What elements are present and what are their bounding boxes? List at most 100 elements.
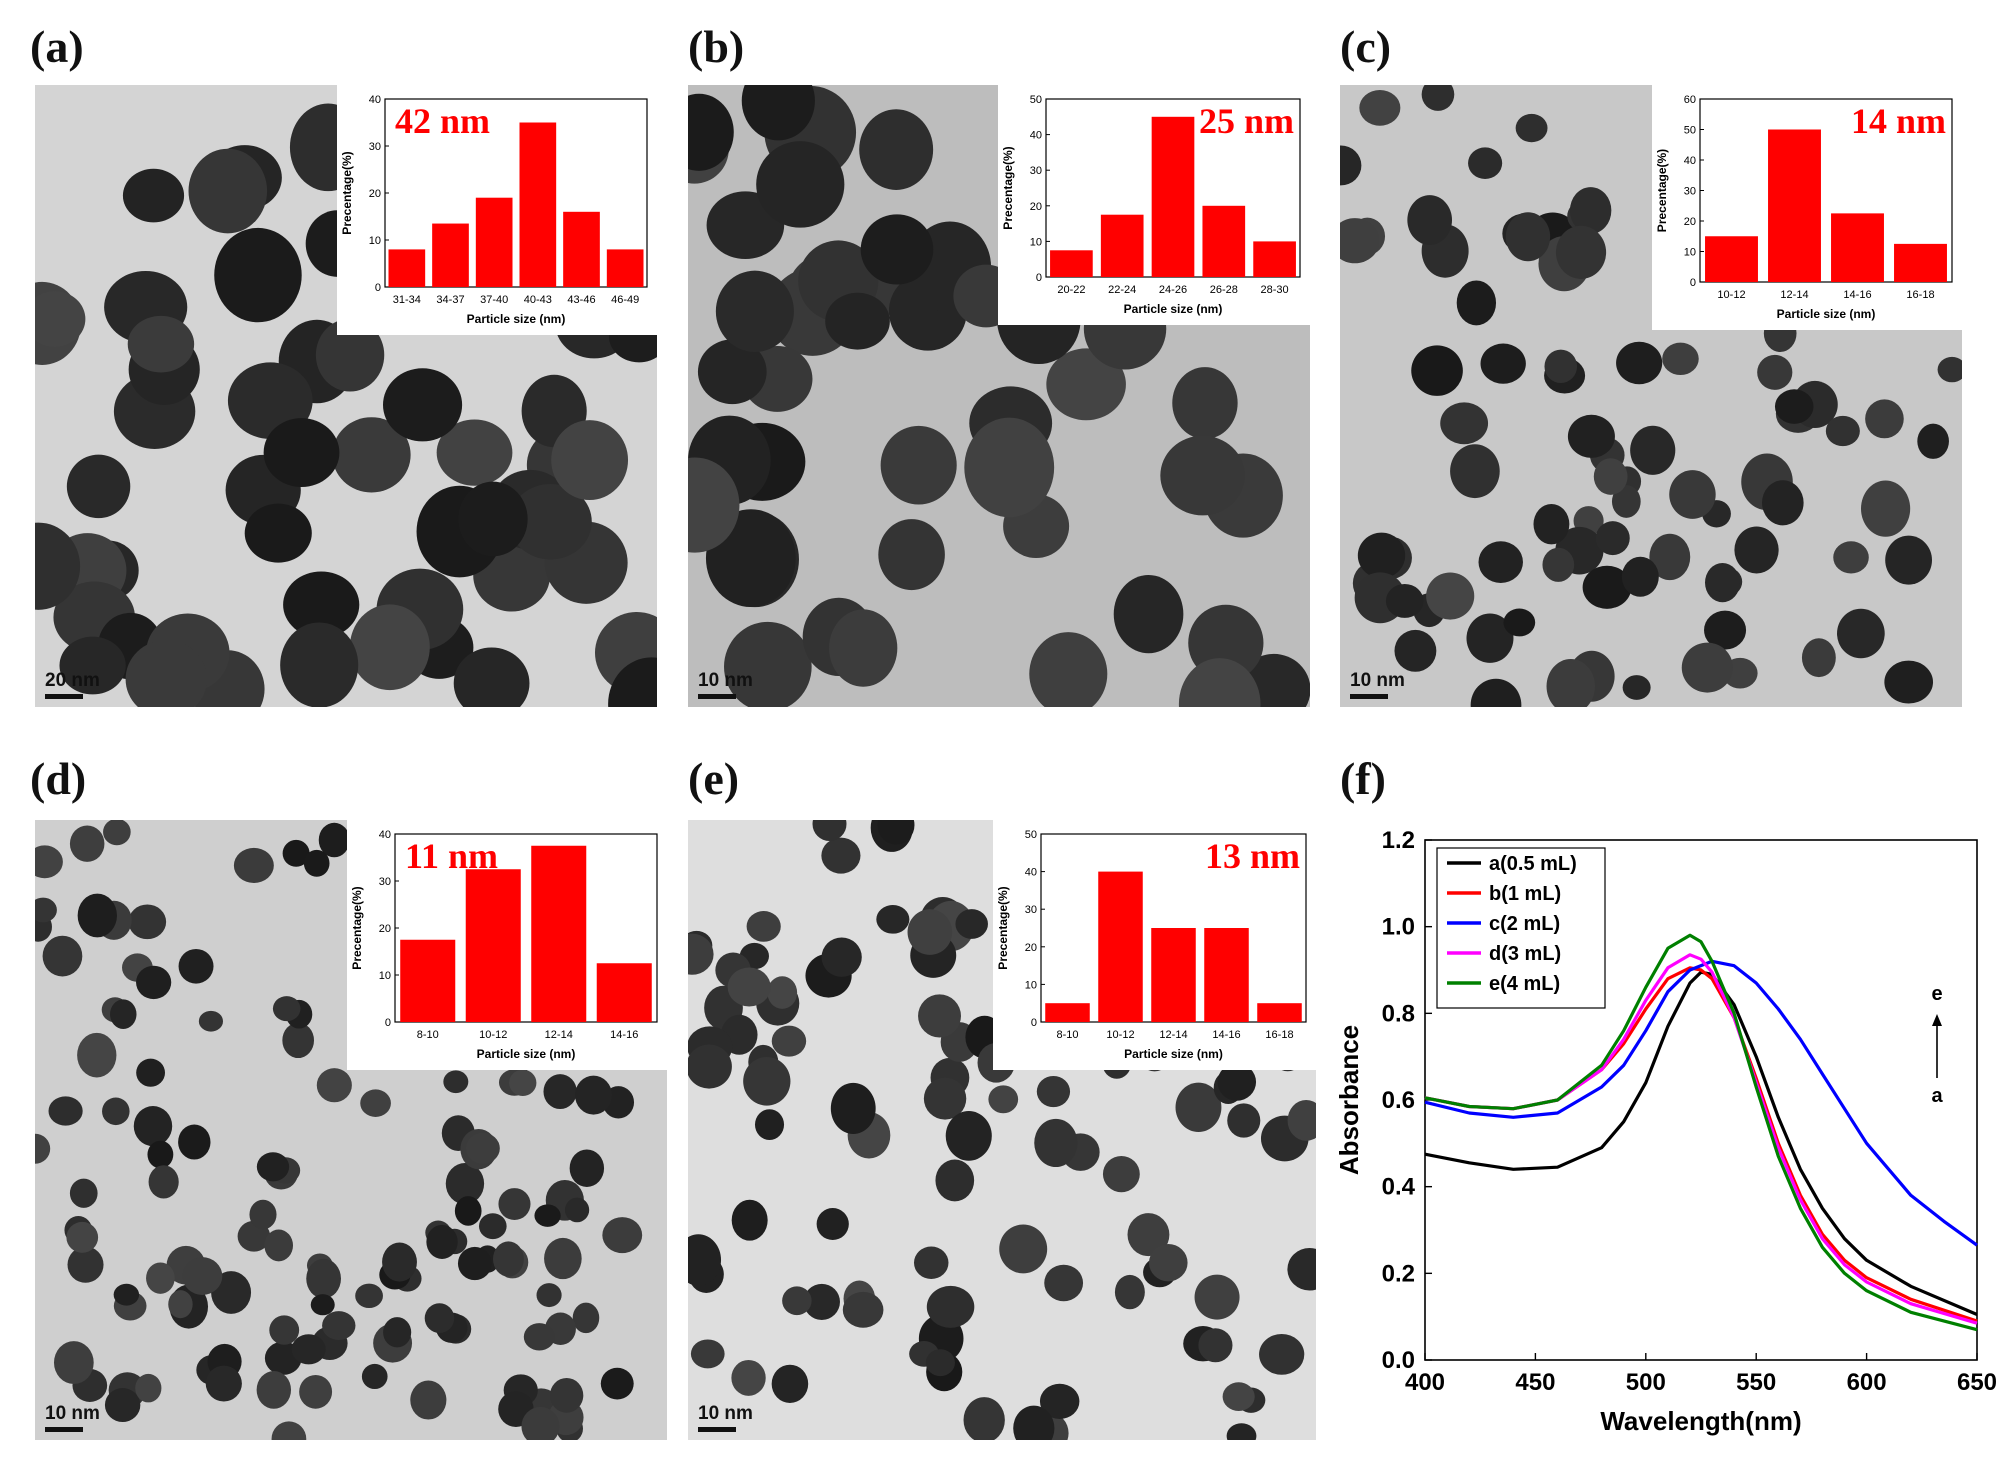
nanoparticle <box>1044 1264 1084 1302</box>
y-tick-label: 10 <box>1025 979 1037 991</box>
nanoparticle <box>102 1097 130 1126</box>
y-tick-label: 20 <box>1684 216 1696 228</box>
nanoparticle <box>999 1224 1048 1274</box>
panel-label-f: (f) <box>1340 753 1386 804</box>
x-tick-label: 31-34 <box>393 294 421 306</box>
legend-entry: d(3 mL) <box>1489 943 1561 965</box>
nanoparticle <box>35 291 86 347</box>
nanoparticle <box>754 1109 785 1140</box>
y-tick-label: 30 <box>369 141 381 153</box>
nanoparticle <box>35 845 63 879</box>
x-tick-label: 12-14 <box>1780 289 1808 301</box>
nanoparticle <box>1478 541 1523 583</box>
nanoparticle <box>1194 1274 1240 1320</box>
nanoparticle <box>382 1242 417 1282</box>
histogram-inset-a: 0 10 20 30 40 31-34 34-37 37-40 40-43 43-46 46-49 P… <box>337 85 657 335</box>
nanoparticle <box>1825 415 1860 447</box>
nanoparticle <box>1593 458 1628 495</box>
nanoparticle <box>1885 535 1933 585</box>
nanoparticle <box>457 1246 492 1281</box>
nanoparticle <box>1036 1075 1071 1108</box>
scale-bar-label: 20 nm <box>45 670 100 691</box>
histogram-bar <box>563 211 600 287</box>
nanoparticle <box>1468 147 1503 179</box>
nanoparticle <box>214 227 302 323</box>
nanoparticle <box>523 1323 555 1351</box>
nanoparticle <box>935 1159 975 1202</box>
scale-bar-label: 10 nm <box>698 1403 753 1424</box>
nanoparticle <box>1884 660 1934 704</box>
x-axis-label: Particle size (nm) <box>1124 1047 1223 1061</box>
nanoparticle <box>1569 187 1612 234</box>
nanoparticle <box>67 1246 104 1283</box>
histogram-bar <box>1151 928 1196 1022</box>
y-axis-label: Precentage(%) <box>350 886 364 969</box>
nanoparticle <box>168 1290 193 1319</box>
scale-bar: 10 nm <box>698 1403 753 1432</box>
y-tick-label: 30 <box>1684 186 1696 198</box>
y-axis-label: Precentage(%) <box>1655 149 1669 232</box>
nanoparticle <box>988 1085 1019 1114</box>
histogram-bar <box>606 249 644 287</box>
nanoparticle <box>299 1374 333 1409</box>
nanoparticle <box>178 1124 211 1160</box>
nanoparticle <box>1421 85 1455 111</box>
y-tick-label: 30 <box>1025 904 1037 916</box>
nanoparticle <box>1757 354 1793 390</box>
nanoparticle <box>1837 608 1885 659</box>
nanoparticle <box>688 933 714 975</box>
y-tick-label: 40 <box>1684 155 1696 167</box>
nanoparticle <box>955 909 988 939</box>
nanoparticle <box>1630 425 1676 475</box>
scale-bar-line <box>1350 694 1388 699</box>
y-tick-label: 1.0 <box>1382 914 1415 941</box>
nanoparticle <box>771 1025 807 1057</box>
x-tick-label: 10-12 <box>1106 1029 1134 1041</box>
nanoparticle <box>1649 533 1691 581</box>
nanoparticle <box>205 1365 242 1402</box>
nanoparticle <box>493 1241 524 1277</box>
nanoparticle <box>724 621 812 707</box>
nanoparticle <box>59 636 126 695</box>
histogram-bar <box>1894 243 1947 282</box>
nanoparticle <box>821 937 862 977</box>
nanoparticle <box>602 1217 643 1254</box>
nanoparticle <box>1456 280 1497 326</box>
nanoparticle <box>1801 638 1836 678</box>
y-tick-label: 40 <box>379 829 391 841</box>
y-tick-label: 1.2 <box>1382 827 1415 854</box>
nanoparticle <box>1621 556 1659 597</box>
histogram-bar <box>400 939 456 1022</box>
tem-image-c: 10 nm 0 10 20 30 40 50 60 10-12 12-14 14-16 16-18 P… <box>1340 85 1962 707</box>
x-tick-label: 28-30 <box>1261 284 1289 296</box>
histogram-bar <box>1253 241 1296 277</box>
nanoparticle <box>178 948 214 984</box>
histogram-bar <box>1705 236 1758 282</box>
scale-bar: 10 nm <box>698 670 753 699</box>
scale-bar: 10 nm <box>45 1403 100 1432</box>
nanoparticle <box>1411 345 1463 396</box>
nanoparticle <box>509 1069 537 1097</box>
nanoparticle <box>436 419 513 486</box>
nanoparticle <box>509 483 592 560</box>
nanoparticle <box>923 1077 967 1120</box>
nanoparticle <box>146 1262 175 1294</box>
nanoparticle <box>746 911 781 942</box>
x-axis-label: Particle size (nm) <box>467 312 566 326</box>
histogram-bar <box>1045 1003 1090 1022</box>
nanoparticle <box>1734 526 1779 574</box>
nanoparticle <box>458 481 528 557</box>
nanoparticle <box>964 417 1055 518</box>
y-tick-label: 30 <box>379 876 391 888</box>
nanoparticle <box>1515 113 1548 143</box>
y-tick-label: 20 <box>369 188 381 200</box>
x-axis-label: Particle size (nm) <box>1124 302 1223 316</box>
nanoparticle <box>478 1213 507 1240</box>
nanoparticle <box>1669 470 1716 519</box>
nanoparticle <box>731 1359 766 1396</box>
nanoparticle <box>445 1163 485 1205</box>
nanoparticle <box>1503 608 1536 637</box>
nanoparticle <box>1340 145 1362 186</box>
nanoparticle <box>282 839 310 867</box>
y-tick-label: 10 <box>1684 247 1696 259</box>
